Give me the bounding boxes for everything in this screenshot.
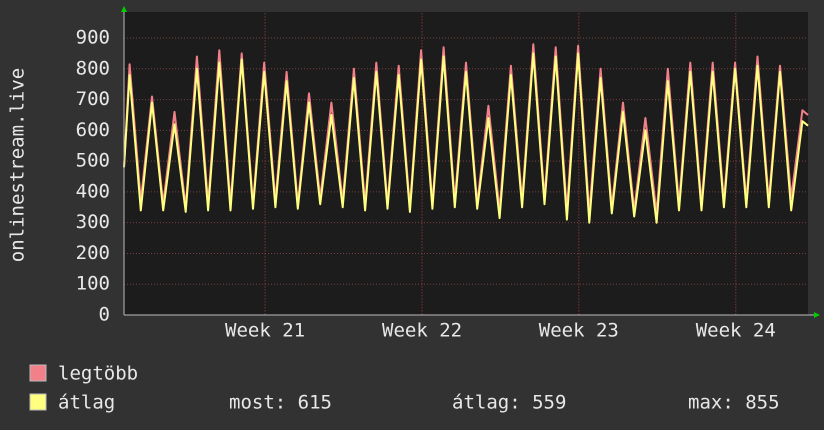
legend-swatch xyxy=(29,364,47,382)
y-tick-label: 500 xyxy=(76,150,110,172)
legend-label: legtöbb xyxy=(58,363,138,385)
y-tick-label: 100 xyxy=(76,273,110,295)
legend-stat: most: 615 xyxy=(229,392,332,414)
x-tick-label: Week 21 xyxy=(225,320,305,342)
y-tick-label: 900 xyxy=(76,27,110,49)
legend-stat: átlag: 559 xyxy=(452,392,566,414)
series-line xyxy=(123,52,809,224)
y-tick-label: 400 xyxy=(76,180,110,202)
y-tick-label: 300 xyxy=(76,211,110,233)
legend-swatch xyxy=(29,393,47,411)
x-tick-label: Week 23 xyxy=(539,320,619,342)
y-tick-label: 700 xyxy=(76,88,110,110)
y-tick-label: 600 xyxy=(76,119,110,141)
axis-arrow xyxy=(121,6,127,12)
y-tick-label: 800 xyxy=(76,57,110,79)
x-tick-label: Week 24 xyxy=(696,320,776,342)
y-tick-label: 0 xyxy=(99,304,110,326)
legend-stat: max: 855 xyxy=(688,392,780,414)
y-axis-label: onlinestream.live xyxy=(7,68,29,262)
axis-arrow xyxy=(814,312,820,318)
x-tick-label: Week 22 xyxy=(382,320,462,342)
lines xyxy=(123,43,809,224)
y-tick-label: 200 xyxy=(76,242,110,264)
legend-label: átlag xyxy=(58,392,115,414)
